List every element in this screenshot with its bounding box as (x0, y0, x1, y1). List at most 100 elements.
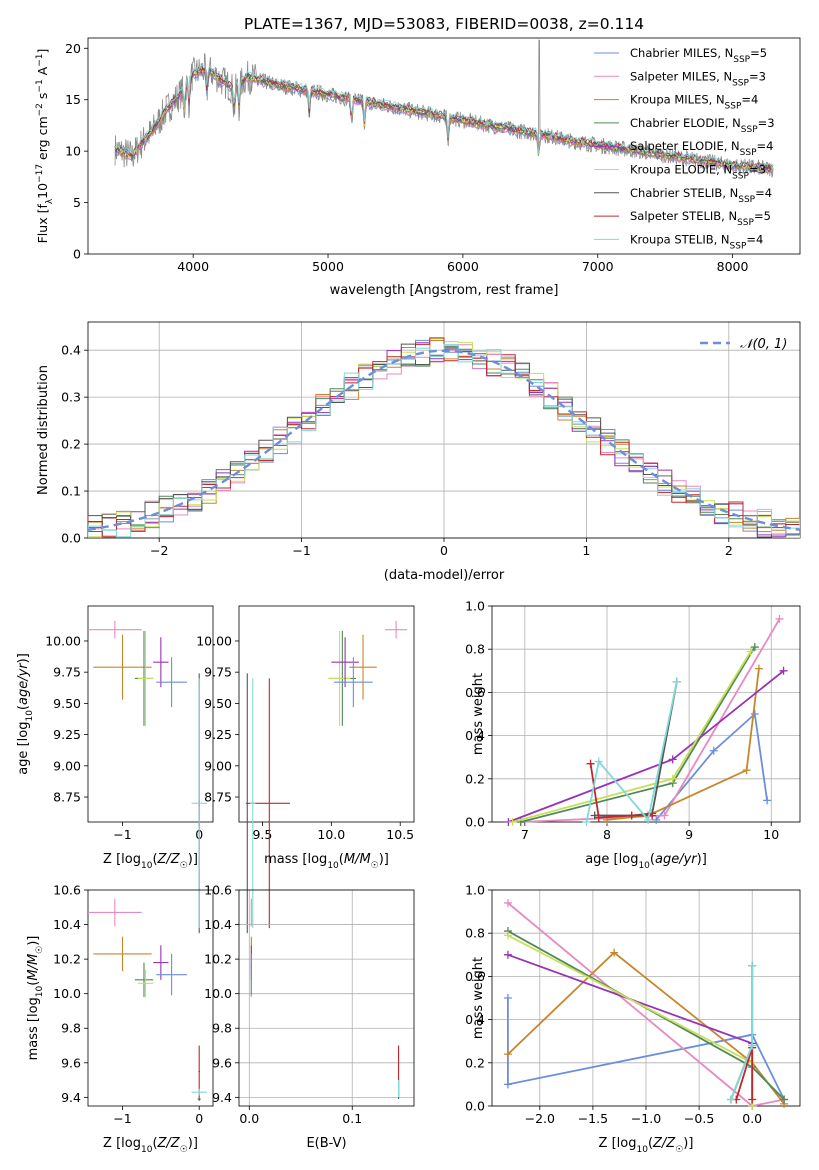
figure-title: PLATE=1367, MJD=53083, FIBERID=0038, z=0… (244, 15, 644, 33)
x-tick-label: −2.0 (525, 1111, 555, 1126)
weight-series-line (512, 650, 752, 823)
weight-point-marker (750, 710, 759, 718)
weight-point-marker (508, 818, 517, 826)
x-tick-label: 10.0 (317, 827, 345, 842)
y-tick-label: 0.2 (465, 771, 485, 786)
y-tick-label: 10.4 (53, 917, 81, 932)
x-tick-label: 0 (440, 543, 448, 558)
y-tick-label: 0.4 (465, 728, 485, 743)
weight-point-marker (503, 898, 512, 907)
y-tick-label: 9.4 (212, 1090, 232, 1105)
y-tick-label: 0 (73, 247, 81, 262)
residuals-panel: −2 −1 0 1 2 0.0 0.1 0.2 0.3 0.4 𝒩(0, 1) (data-model… (36, 321, 801, 583)
y-tick-label: 20 (65, 41, 81, 56)
weight-point-marker (610, 948, 619, 957)
y-tick-label: 0.6 (465, 969, 485, 984)
weight-point-marker (627, 811, 636, 820)
y-tick-label: 0.4 (465, 1012, 485, 1027)
y-tick-label: 10.00 (45, 633, 81, 648)
weight-series-line (589, 763, 653, 819)
y-tick-label: 9.00 (53, 758, 81, 773)
weight-point-marker (726, 1095, 735, 1104)
y-tick-label: 9.25 (204, 727, 232, 742)
x-tick-label: 0.1 (342, 1111, 362, 1126)
weight-point-marker (660, 811, 669, 820)
x-axis-label: Z [log10(Z/Z☉)] (103, 1136, 198, 1155)
y-tick-label: 0.6 (465, 685, 485, 700)
x-tick-label: 2 (725, 543, 733, 558)
y-tick-label: 9.8 (61, 1021, 81, 1036)
y-tick-label: 10.2 (204, 952, 232, 967)
weight-point-marker (503, 931, 512, 940)
axes-frame (87, 889, 214, 1107)
weight-point-marker (709, 746, 718, 755)
y-tick-label: 0.0 (465, 1099, 485, 1114)
x-tick-label: 4000 (177, 259, 209, 274)
y-tick-label: 10.2 (53, 952, 81, 967)
y-axis-label: mass weight (471, 673, 486, 755)
x-tick-label: 9 (685, 827, 693, 842)
legend-label: Chabrier STELIB, NSSP=4 (630, 186, 772, 205)
weight-point-marker (590, 811, 599, 820)
weight-point-marker (775, 614, 784, 623)
weight-point-marker (754, 664, 763, 673)
weight-point-marker (748, 961, 757, 970)
y-tick-label: 0.2 (465, 1055, 485, 1070)
weight-point-marker (750, 643, 759, 652)
gaussian-curve (87, 349, 801, 531)
weight-point-marker (779, 666, 788, 675)
y-tick-label: 8.75 (53, 790, 81, 805)
weight-vs-age-panel: 7 8 9 10 0.0 0.2 0.4 0.6 0.8 1.0 mass weight age [l… (465, 599, 801, 871)
weight-point-marker (503, 1080, 512, 1089)
axes-frame (238, 605, 415, 823)
y-tick-label: 10.0 (204, 986, 232, 1001)
axes-frame (87, 605, 214, 823)
weight-series-line (508, 670, 785, 823)
weight-point-marker (672, 677, 681, 686)
weight-point-marker (594, 813, 603, 822)
y-tick-label: 10.6 (204, 883, 232, 898)
weight-point-marker (586, 759, 595, 768)
y-tick-label: 15 (65, 92, 81, 107)
legend-label: Kroupa MILES, NSSP=4 (630, 93, 758, 112)
y-tick-label: 1.0 (465, 599, 485, 614)
y-tick-label: 9.25 (53, 727, 81, 742)
x-tick-label: 7000 (582, 259, 614, 274)
y-tick-label: 9.4 (61, 1090, 81, 1105)
legend-label: Chabrier ELODIE, NSSP=3 (630, 116, 775, 135)
axes-frame (491, 605, 801, 823)
y-tick-label: 0.4 (61, 343, 81, 358)
legend-label: Kroupa STELIB, NSSP=4 (630, 232, 763, 251)
legend-label: Chabrier MILES, NSSP=5 (630, 46, 767, 65)
y-tick-label: 9.75 (53, 665, 81, 680)
weight-point-marker (582, 818, 591, 826)
y-tick-label: 0.3 (61, 390, 81, 405)
y-tick-label: 1.0 (465, 883, 485, 898)
y-tick-label: 5 (73, 195, 81, 210)
legend-label: Salpeter STELIB, NSSP=5 (630, 209, 771, 228)
weight-series-line (507, 953, 754, 1106)
x-axis-label: Z [log10(Z/Z☉)] (103, 852, 198, 871)
weight-point-marker (503, 950, 512, 959)
y-tick-label: 0.0 (465, 815, 485, 830)
y-tick-label: 0.2 (61, 437, 81, 452)
y-tick-label: 8.75 (204, 790, 232, 805)
weight-point-marker (594, 757, 603, 766)
weight-series-line (594, 681, 678, 817)
x-tick-label: 5000 (312, 259, 344, 274)
y-tick-label: 9.50 (53, 696, 81, 711)
y-tick-label: 0.8 (465, 642, 485, 657)
x-tick-label: 6000 (447, 259, 479, 274)
weight-series-line (507, 934, 754, 1106)
x-tick-label: 10 (763, 827, 779, 842)
weight-point-marker (668, 774, 677, 783)
weight-point-marker (644, 815, 653, 824)
x-tick-label: 8000 (717, 259, 749, 274)
x-axis-label: mass [log10(M/M☉)] (264, 852, 389, 871)
legend-label: Salpeter ELODIE, NSSP=4 (630, 139, 773, 158)
y-axis-label: Normed distribution (36, 365, 51, 495)
weight-point-marker (748, 1041, 757, 1050)
mass-vs-ebv-panel: 0.0 0.1 9.4 9.6 9.8 10.0 10.2 10.4 10.6 E(B-V) (204, 883, 415, 1151)
